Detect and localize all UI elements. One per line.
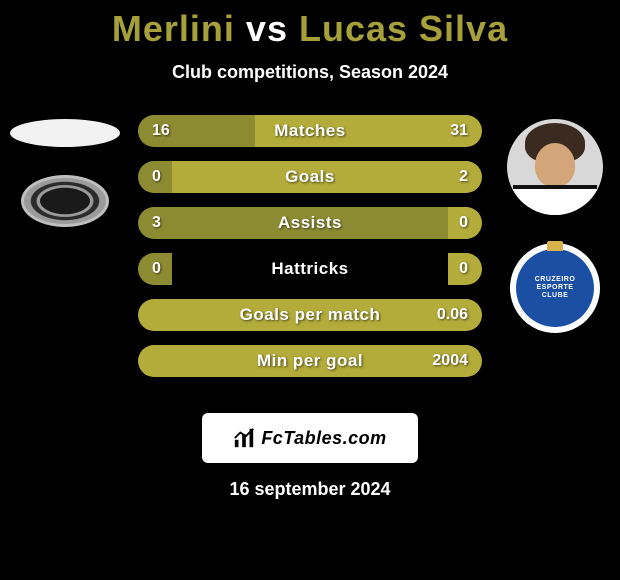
- stat-value-left: 16: [152, 115, 170, 147]
- player1-club-badge: [21, 175, 109, 227]
- stat-value-left: 0: [152, 161, 161, 193]
- stat-label: Matches: [138, 115, 482, 147]
- stat-value-right: 0: [459, 207, 468, 239]
- fctables-icon: [233, 427, 255, 449]
- stat-value-right: 0.06: [437, 299, 468, 331]
- stat-value-left: 3: [152, 207, 161, 239]
- stat-label: Assists: [138, 207, 482, 239]
- stat-label: Hattricks: [138, 253, 482, 285]
- date-text: 16 september 2024: [0, 479, 620, 500]
- stat-row: Goals0 2: [138, 161, 482, 193]
- stat-value-right: 2004: [432, 345, 468, 377]
- comparison-content: Matches1631Goals02Assists30Hattricks00Go…: [0, 115, 620, 395]
- stat-label: Goals per match: [138, 299, 482, 331]
- stat-value-right: 31: [450, 115, 468, 147]
- stat-row: Assists3 0: [138, 207, 482, 239]
- stat-row: Goals per match0.06: [138, 299, 482, 331]
- stat-row: Min per goal2004: [138, 345, 482, 377]
- stat-row: Hattricks0 0: [138, 253, 482, 285]
- watermark-text: FcTables.com: [261, 428, 386, 449]
- stat-label: Goals: [138, 161, 482, 193]
- player2-name: Lucas Silva: [299, 8, 508, 49]
- stat-row: Matches16 31: [138, 115, 482, 147]
- player1-name: Merlini: [112, 8, 235, 49]
- stat-value-right: 2: [459, 161, 468, 193]
- right-player-column: CRUZEIROESPORTECLUBE: [490, 115, 620, 333]
- stat-value-left: 0: [152, 253, 161, 285]
- stat-label: Min per goal: [138, 345, 482, 377]
- vs-text: vs: [246, 8, 288, 49]
- stat-bars: Matches1631Goals02Assists30Hattricks00Go…: [138, 115, 482, 377]
- stat-value-right: 0: [459, 253, 468, 285]
- left-player-column: [0, 115, 130, 227]
- player1-photo-placeholder: [10, 119, 120, 147]
- player2-club-badge: CRUZEIROESPORTECLUBE: [510, 243, 600, 333]
- player2-photo: [507, 119, 603, 215]
- comparison-title: Merlini vs Lucas Silva: [0, 0, 620, 50]
- subtitle: Club competitions, Season 2024: [0, 62, 620, 83]
- watermark-badge: FcTables.com: [202, 413, 418, 463]
